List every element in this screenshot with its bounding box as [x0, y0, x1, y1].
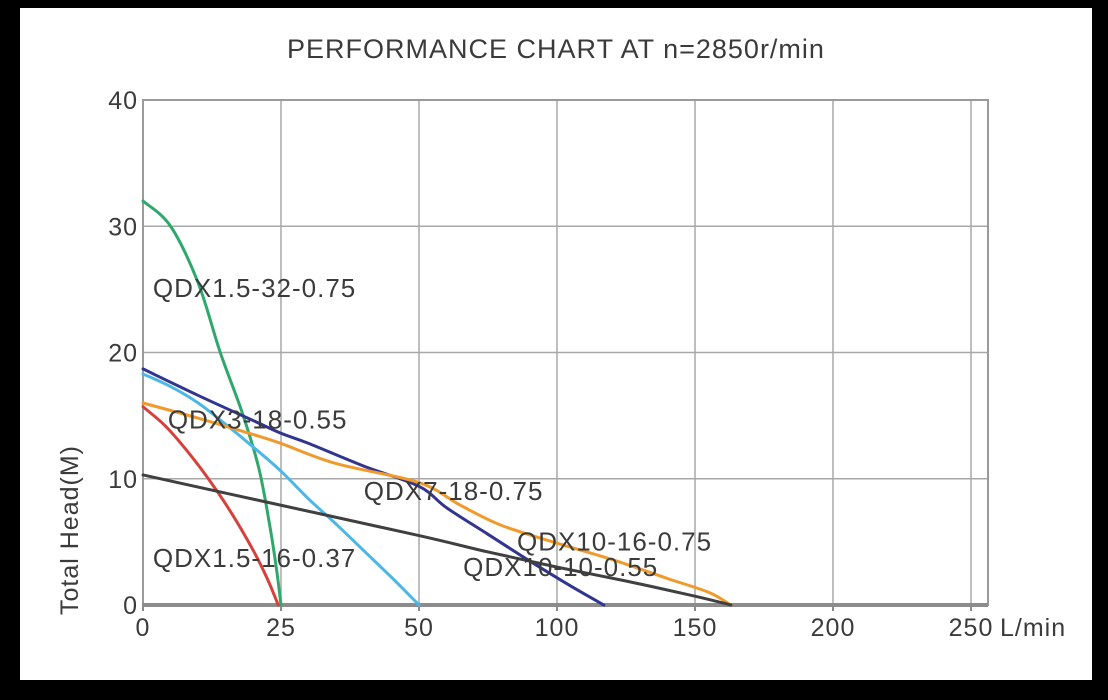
x-tick-label: 150: [673, 614, 718, 642]
series-label-QDX7-18-0.75: QDX7-18-0.75: [364, 476, 544, 506]
curve-label-layer: QDX1.5-32-0.75 QDX1.5-16-0.37 QDX3-18-0.55…: [153, 273, 712, 582]
series-line-QDX10-16-0.75: [141, 401, 733, 607]
series-line-QDX1.5-16-0.37: [141, 405, 280, 607]
y-tick-label: 10: [108, 466, 138, 494]
y-tick-label: 40: [108, 87, 138, 115]
y-tick-label: 20: [108, 340, 138, 368]
series-line-QDX1.5-32-0.75: [141, 199, 283, 607]
series-label-QDX10-16-0.75: QDX10-16-0.75: [517, 527, 712, 557]
x-tick-label: 25: [266, 614, 296, 642]
series-label-QDX10-10-0.55: QDX10-10-0.55: [463, 552, 658, 582]
x-tick-label: 100: [535, 614, 580, 642]
x-tick-label: 0: [136, 614, 151, 642]
curve-layer: [141, 199, 733, 607]
y-axis-label: Total Head(M): [56, 445, 84, 615]
series-label-QDX3-18-0.55: QDX3-18-0.55: [168, 404, 348, 434]
series-label-QDX1.5-16-0.37: QDX1.5-16-0.37: [153, 543, 356, 573]
tick-label-layer: 0 10 20 30 40 0 25 50 100 150 200 250: [108, 87, 994, 642]
x-axis-unit-label: L/min: [1000, 614, 1066, 642]
x-tick-label: 200: [811, 614, 856, 642]
x-tick-label: 50: [404, 614, 434, 642]
series-line-QDX10-10-0.55: [141, 473, 733, 607]
series-label-QDX1.5-32-0.75: QDX1.5-32-0.75: [153, 273, 356, 303]
grid-layer: [142, 99, 989, 611]
chart-title: PERFORMANCE CHART AT n=2850r/min: [287, 34, 825, 64]
x-tick-label: 250: [949, 614, 994, 642]
y-tick-label: 0: [123, 592, 138, 620]
series-line-QDX3-18-0.55: [141, 372, 421, 607]
y-tick-label: 30: [108, 213, 138, 241]
